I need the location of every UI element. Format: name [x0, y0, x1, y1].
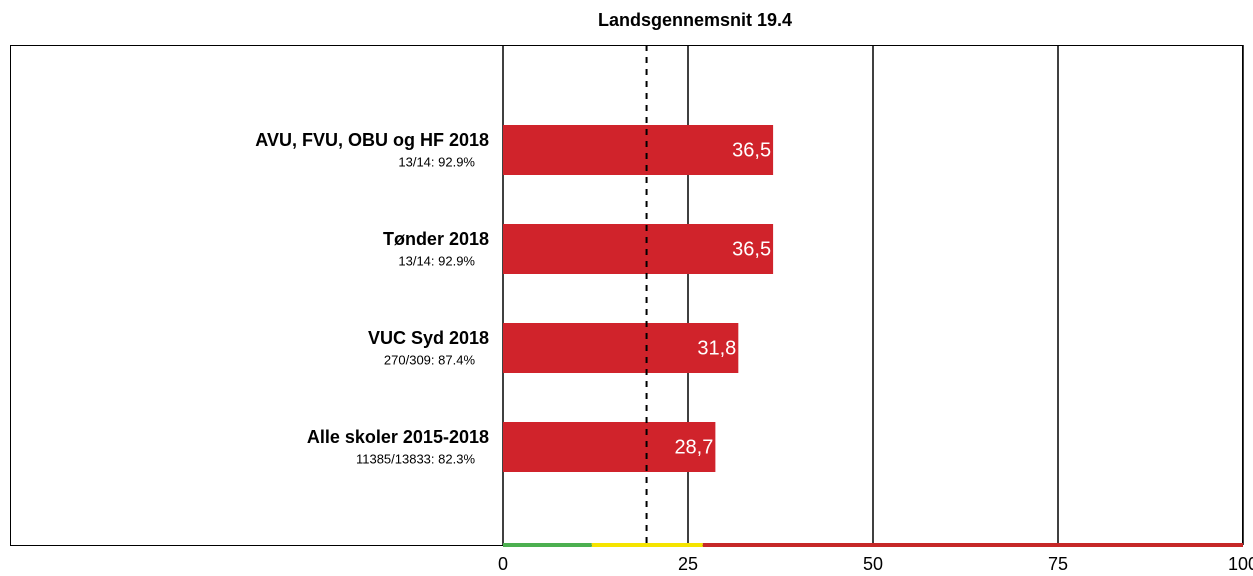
x-tick-label: 100	[1228, 554, 1253, 574]
x-tick-label: 75	[1048, 554, 1068, 574]
category-note: 13/14: 92.9%	[398, 154, 475, 169]
value-label: 36,5	[732, 139, 771, 161]
x-tick-label: 50	[863, 554, 883, 574]
bar	[503, 422, 716, 472]
category-note: 11385/13833: 82.3%	[356, 451, 475, 466]
category-note: 270/309: 87.4%	[384, 352, 476, 367]
category-note: 13/14: 92.9%	[398, 253, 475, 268]
x-tick-label: 25	[678, 554, 698, 574]
value-label: 31,8	[697, 337, 736, 359]
chart-title: Landsgennemsnit 19.4	[598, 10, 792, 30]
threshold-band	[503, 543, 592, 547]
value-label: 28,7	[674, 436, 713, 458]
x-tick-label: 0	[498, 554, 508, 574]
threshold-band	[702, 543, 1243, 547]
category-label: AVU, FVU, OBU og HF 2018	[255, 130, 489, 150]
category-label: VUC Syd 2018	[368, 328, 489, 348]
threshold-band	[591, 543, 703, 547]
category-label: Tønder 2018	[383, 229, 489, 249]
value-label: 36,5	[732, 238, 771, 260]
category-label: Alle skoler 2015-2018	[307, 427, 489, 447]
bar	[503, 125, 774, 175]
bar	[503, 224, 774, 274]
bar	[503, 323, 739, 373]
